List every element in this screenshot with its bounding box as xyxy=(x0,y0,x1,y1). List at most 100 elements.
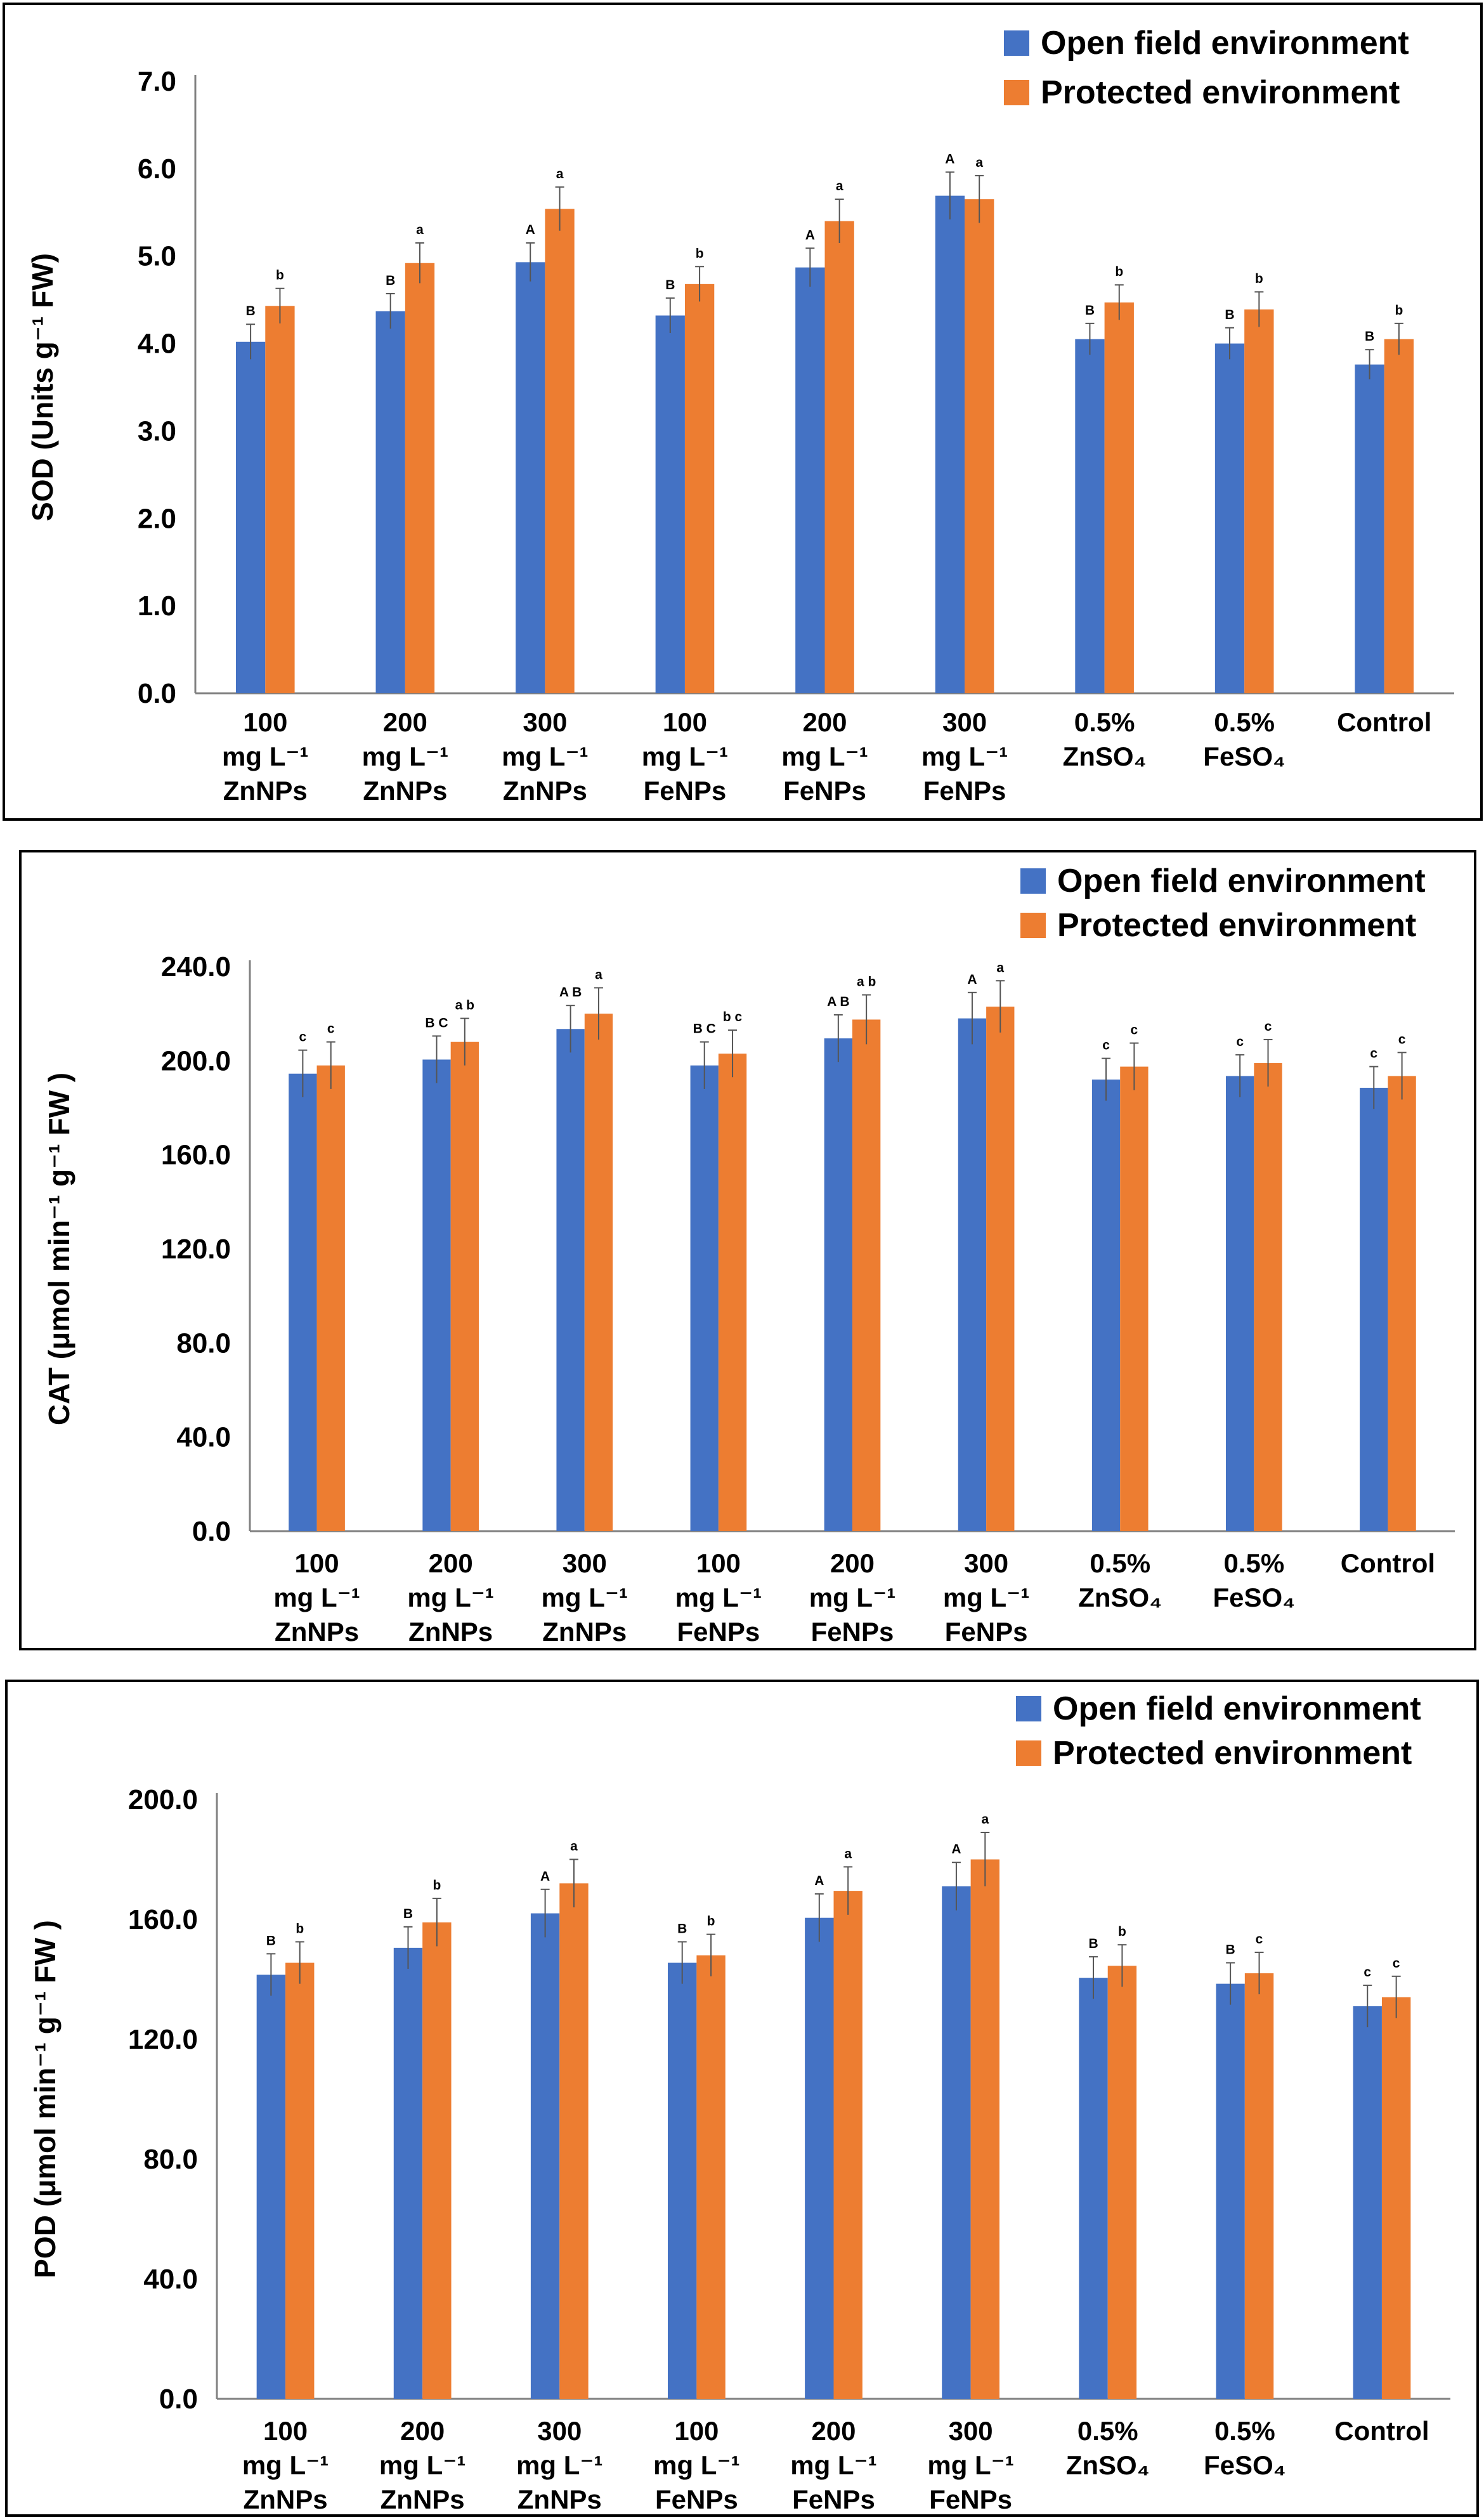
y-tick-label: 0.0 xyxy=(192,1516,231,1547)
category-label: 200 mg L⁻¹ FeNPs xyxy=(781,707,868,806)
legend-label-open: Open field environment xyxy=(1041,25,1409,62)
y-tick-label: 120.0 xyxy=(128,2024,198,2055)
bar-protected xyxy=(1381,1997,1411,2399)
bar-open xyxy=(235,341,266,693)
bar-open xyxy=(668,1962,697,2399)
legend-label-protected: Protected environment xyxy=(1053,1735,1412,1772)
bar-protected xyxy=(986,1007,1015,1531)
significance-letter: c xyxy=(1364,1965,1371,1980)
y-tick-label: 160.0 xyxy=(128,1904,198,1935)
bar-open xyxy=(1355,364,1384,693)
bar-protected xyxy=(684,284,715,693)
significance-letter: c xyxy=(1131,1023,1138,1038)
bar-protected xyxy=(824,221,854,694)
significance-letter: A xyxy=(805,228,815,242)
y-tick-label: 4.0 xyxy=(138,329,176,360)
category-label: 100 mg L⁻¹ FeNPs xyxy=(642,707,728,806)
significance-letter: A xyxy=(814,1874,824,1888)
y-tick-label: 240.0 xyxy=(161,951,231,983)
y-tick-label: 0.0 xyxy=(159,2384,198,2415)
bar-open xyxy=(422,1059,451,1531)
bar-protected xyxy=(1104,302,1134,693)
significance-letter: A B xyxy=(827,995,849,1009)
bar-open xyxy=(795,267,825,693)
significance-letter: c xyxy=(1256,1932,1263,1947)
bar-open xyxy=(1226,1076,1254,1531)
legend-label-protected: Protected environment xyxy=(1041,74,1400,111)
category-label: 100 mg L⁻¹ ZnNPs xyxy=(222,707,308,806)
category-label: 200 mg L⁻¹ ZnNPs xyxy=(407,1548,493,1647)
y-axis-label: POD (μmol min⁻¹ g⁻¹ FW ) xyxy=(29,1920,62,2278)
y-tick-label: 200.0 xyxy=(161,1045,231,1076)
category-label: 0.5% FeSO₄ xyxy=(1213,1548,1295,1612)
legend-swatch-open xyxy=(1016,1696,1041,1721)
bar-open xyxy=(958,1018,987,1531)
bar-open xyxy=(289,1073,317,1531)
significance-letter: c xyxy=(1265,1019,1272,1034)
bar-open xyxy=(935,195,965,693)
bar-open xyxy=(530,1913,560,2399)
bar-protected xyxy=(584,1014,613,1531)
significance-letter: b xyxy=(1115,264,1123,279)
y-tick-label: 1.0 xyxy=(138,591,176,622)
significance-letter: c xyxy=(1393,1956,1400,1971)
bar-open xyxy=(655,315,685,693)
y-tick-label: 80.0 xyxy=(143,2144,198,2175)
significance-letter: a xyxy=(844,1846,852,1861)
category-label: 100 mg L⁻¹ FeNPs xyxy=(653,2416,739,2514)
significance-letter: c xyxy=(1398,1032,1406,1047)
bar-open xyxy=(393,1947,423,2399)
significance-letter: B C xyxy=(425,1015,448,1030)
bar-protected xyxy=(285,1962,315,2399)
category-label: 200 mg L⁻¹ FeNPs xyxy=(809,1548,895,1647)
bar-protected xyxy=(696,1955,726,2399)
significance-letter: c xyxy=(1236,1035,1244,1049)
sod-chart-panel: 0.0 1.0 2.0 3.0 4.0 5.0 6.0 7.0 SOD (Units g⁻¹ F… xyxy=(3,3,1483,821)
significance-letter: a xyxy=(981,1812,989,1827)
category-label: Control xyxy=(1334,2416,1429,2446)
significance-letter: b xyxy=(696,246,704,261)
bar-protected xyxy=(833,1891,862,2399)
significance-letter: a xyxy=(556,167,564,181)
cat-chart: 0.0 40.0 80.0 120.0 160.0 200.0 240.0 CAT (μmol… xyxy=(42,863,1455,1647)
bar-protected xyxy=(1244,1973,1274,2399)
category-label: 100 mg L⁻¹ ZnNPs xyxy=(242,2416,329,2514)
significance-letter: b xyxy=(1395,303,1403,318)
significance-letter: B xyxy=(1226,1943,1235,1957)
y-tick-label: 0.0 xyxy=(138,678,176,709)
bar-protected xyxy=(1244,309,1274,693)
bar-protected xyxy=(1107,1966,1137,2399)
legend-label-protected: Protected environment xyxy=(1057,907,1416,944)
bar-protected xyxy=(1120,1066,1149,1531)
category-label: Control xyxy=(1337,707,1431,737)
category-label: 0.5% ZnSO₄ xyxy=(1066,2416,1150,2480)
significance-letter: a xyxy=(975,155,983,170)
significance-letter: B xyxy=(665,278,675,292)
bar-protected xyxy=(316,1065,345,1531)
legend-swatch-protected xyxy=(1004,80,1029,105)
bar-protected xyxy=(450,1041,479,1531)
category-label: 200 mg L⁻¹ ZnNPs xyxy=(362,707,448,806)
y-tick-label: 40.0 xyxy=(176,1422,231,1453)
category-label: 0.5% FeSO₄ xyxy=(1204,2416,1286,2480)
significance-letter: A xyxy=(945,152,954,166)
significance-letter: a b xyxy=(857,975,876,989)
bar-protected xyxy=(852,1019,881,1531)
category-label: 0.5% ZnSO₄ xyxy=(1078,1548,1162,1612)
significance-letter: A xyxy=(951,1842,961,1857)
significance-letter: A xyxy=(967,972,977,987)
bar-protected xyxy=(422,1922,452,2399)
bar-open xyxy=(942,1886,971,2399)
y-tick-label: 40.0 xyxy=(143,2264,198,2295)
y-tick-label: 120.0 xyxy=(161,1234,231,1265)
significance-letter: b xyxy=(707,1914,715,1929)
bar-open xyxy=(824,1038,852,1531)
significance-letter: c xyxy=(1370,1047,1377,1061)
category-label: 300 mg L⁻¹ FeNPs xyxy=(927,2416,1013,2514)
category-label: 0.5% FeSO₄ xyxy=(1203,707,1285,771)
significance-letter: a xyxy=(416,223,424,237)
legend-swatch-protected xyxy=(1016,1740,1041,1766)
bar-open xyxy=(690,1065,719,1531)
significance-letter: B xyxy=(1088,1936,1098,1951)
significance-letter: B xyxy=(677,1921,687,1936)
